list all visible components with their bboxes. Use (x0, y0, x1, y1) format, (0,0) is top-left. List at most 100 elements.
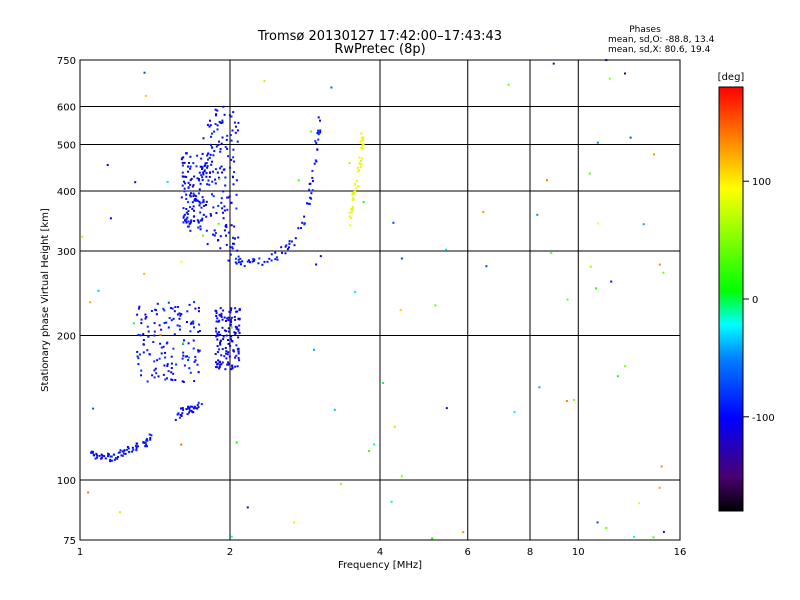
data-point (359, 141, 362, 143)
data-point (227, 351, 230, 354)
data-point (195, 165, 198, 168)
data-point (284, 252, 287, 255)
data-point (270, 259, 273, 262)
data-point (166, 341, 169, 344)
data-point (186, 413, 189, 416)
data-point (235, 193, 238, 196)
data-point (214, 182, 217, 185)
data-point (231, 365, 234, 368)
data-point (227, 327, 230, 330)
data-point (351, 193, 354, 196)
data-point (206, 123, 209, 126)
data-point (653, 153, 656, 156)
data-point (198, 204, 201, 207)
data-point (315, 142, 318, 144)
data-point (205, 229, 208, 232)
data-point (263, 79, 266, 82)
data-point (188, 411, 191, 414)
x-tick-label: 8 (527, 547, 533, 558)
data-point (183, 364, 186, 367)
data-point (230, 368, 233, 371)
data-point (230, 307, 233, 310)
data-point (220, 142, 223, 145)
data-point (218, 120, 221, 123)
data-point (189, 167, 192, 170)
data-point (170, 371, 173, 374)
data-point (119, 449, 122, 452)
data-point (190, 409, 193, 412)
data-point (362, 139, 365, 142)
data-point (192, 322, 195, 325)
data-point (189, 330, 192, 333)
data-point (185, 176, 188, 178)
data-point (215, 335, 218, 338)
data-point (205, 200, 208, 203)
data-point (309, 196, 312, 199)
data-point (147, 335, 150, 338)
data-point (140, 318, 143, 321)
data-point (218, 348, 220, 351)
data-point (351, 205, 354, 208)
data-point (197, 401, 200, 404)
data-point (238, 332, 241, 334)
data-point (138, 353, 141, 356)
data-point (138, 305, 141, 308)
data-point (232, 242, 234, 245)
data-point (218, 140, 220, 143)
data-point (186, 355, 188, 358)
data-point (200, 157, 203, 160)
data-point (203, 204, 206, 207)
data-point (227, 231, 230, 234)
data-point (239, 263, 242, 266)
x-axis-label: Frequency [MHz] (338, 560, 422, 571)
data-point (226, 353, 229, 356)
data-point (153, 376, 156, 379)
data-point (191, 411, 194, 413)
data-point (210, 135, 212, 138)
data-point (300, 227, 302, 229)
data-point (223, 229, 226, 232)
data-point (233, 121, 236, 124)
data-point (233, 315, 236, 318)
x-axis-ticks: 1 2 4 6 8 10 16 (77, 547, 687, 558)
data-point (189, 405, 192, 408)
data-point (232, 148, 235, 151)
data-point (153, 369, 156, 372)
data-point (198, 171, 201, 174)
data-point (219, 343, 222, 346)
data-point (213, 229, 216, 232)
data-point (191, 208, 194, 210)
data-point (193, 220, 196, 222)
data-point (160, 346, 163, 349)
data-point (310, 130, 313, 133)
data-point (146, 380, 149, 383)
data-point (186, 321, 188, 323)
data-point (183, 213, 186, 216)
data-point (233, 242, 236, 245)
data-point (227, 316, 230, 319)
phases-o-stats: mean, sd,O: -88.8, 13.4 (608, 35, 715, 45)
data-point (194, 307, 197, 310)
data-point (228, 114, 231, 117)
data-point (146, 349, 149, 352)
data-point (352, 193, 355, 196)
data-point (261, 263, 264, 266)
data-point (313, 162, 316, 165)
data-point (185, 221, 188, 224)
data-point (214, 178, 217, 181)
data-point (221, 348, 224, 351)
data-point (186, 213, 189, 215)
data-point (199, 219, 202, 222)
data-point (352, 196, 354, 199)
data-point (157, 375, 160, 378)
data-point (213, 234, 216, 237)
data-point (234, 257, 237, 260)
data-point (205, 172, 208, 175)
data-point (237, 357, 240, 360)
data-point (207, 152, 210, 155)
data-point (167, 326, 170, 329)
data-point (232, 111, 235, 114)
data-point (144, 317, 147, 320)
data-point (230, 139, 233, 142)
data-point (317, 138, 320, 141)
